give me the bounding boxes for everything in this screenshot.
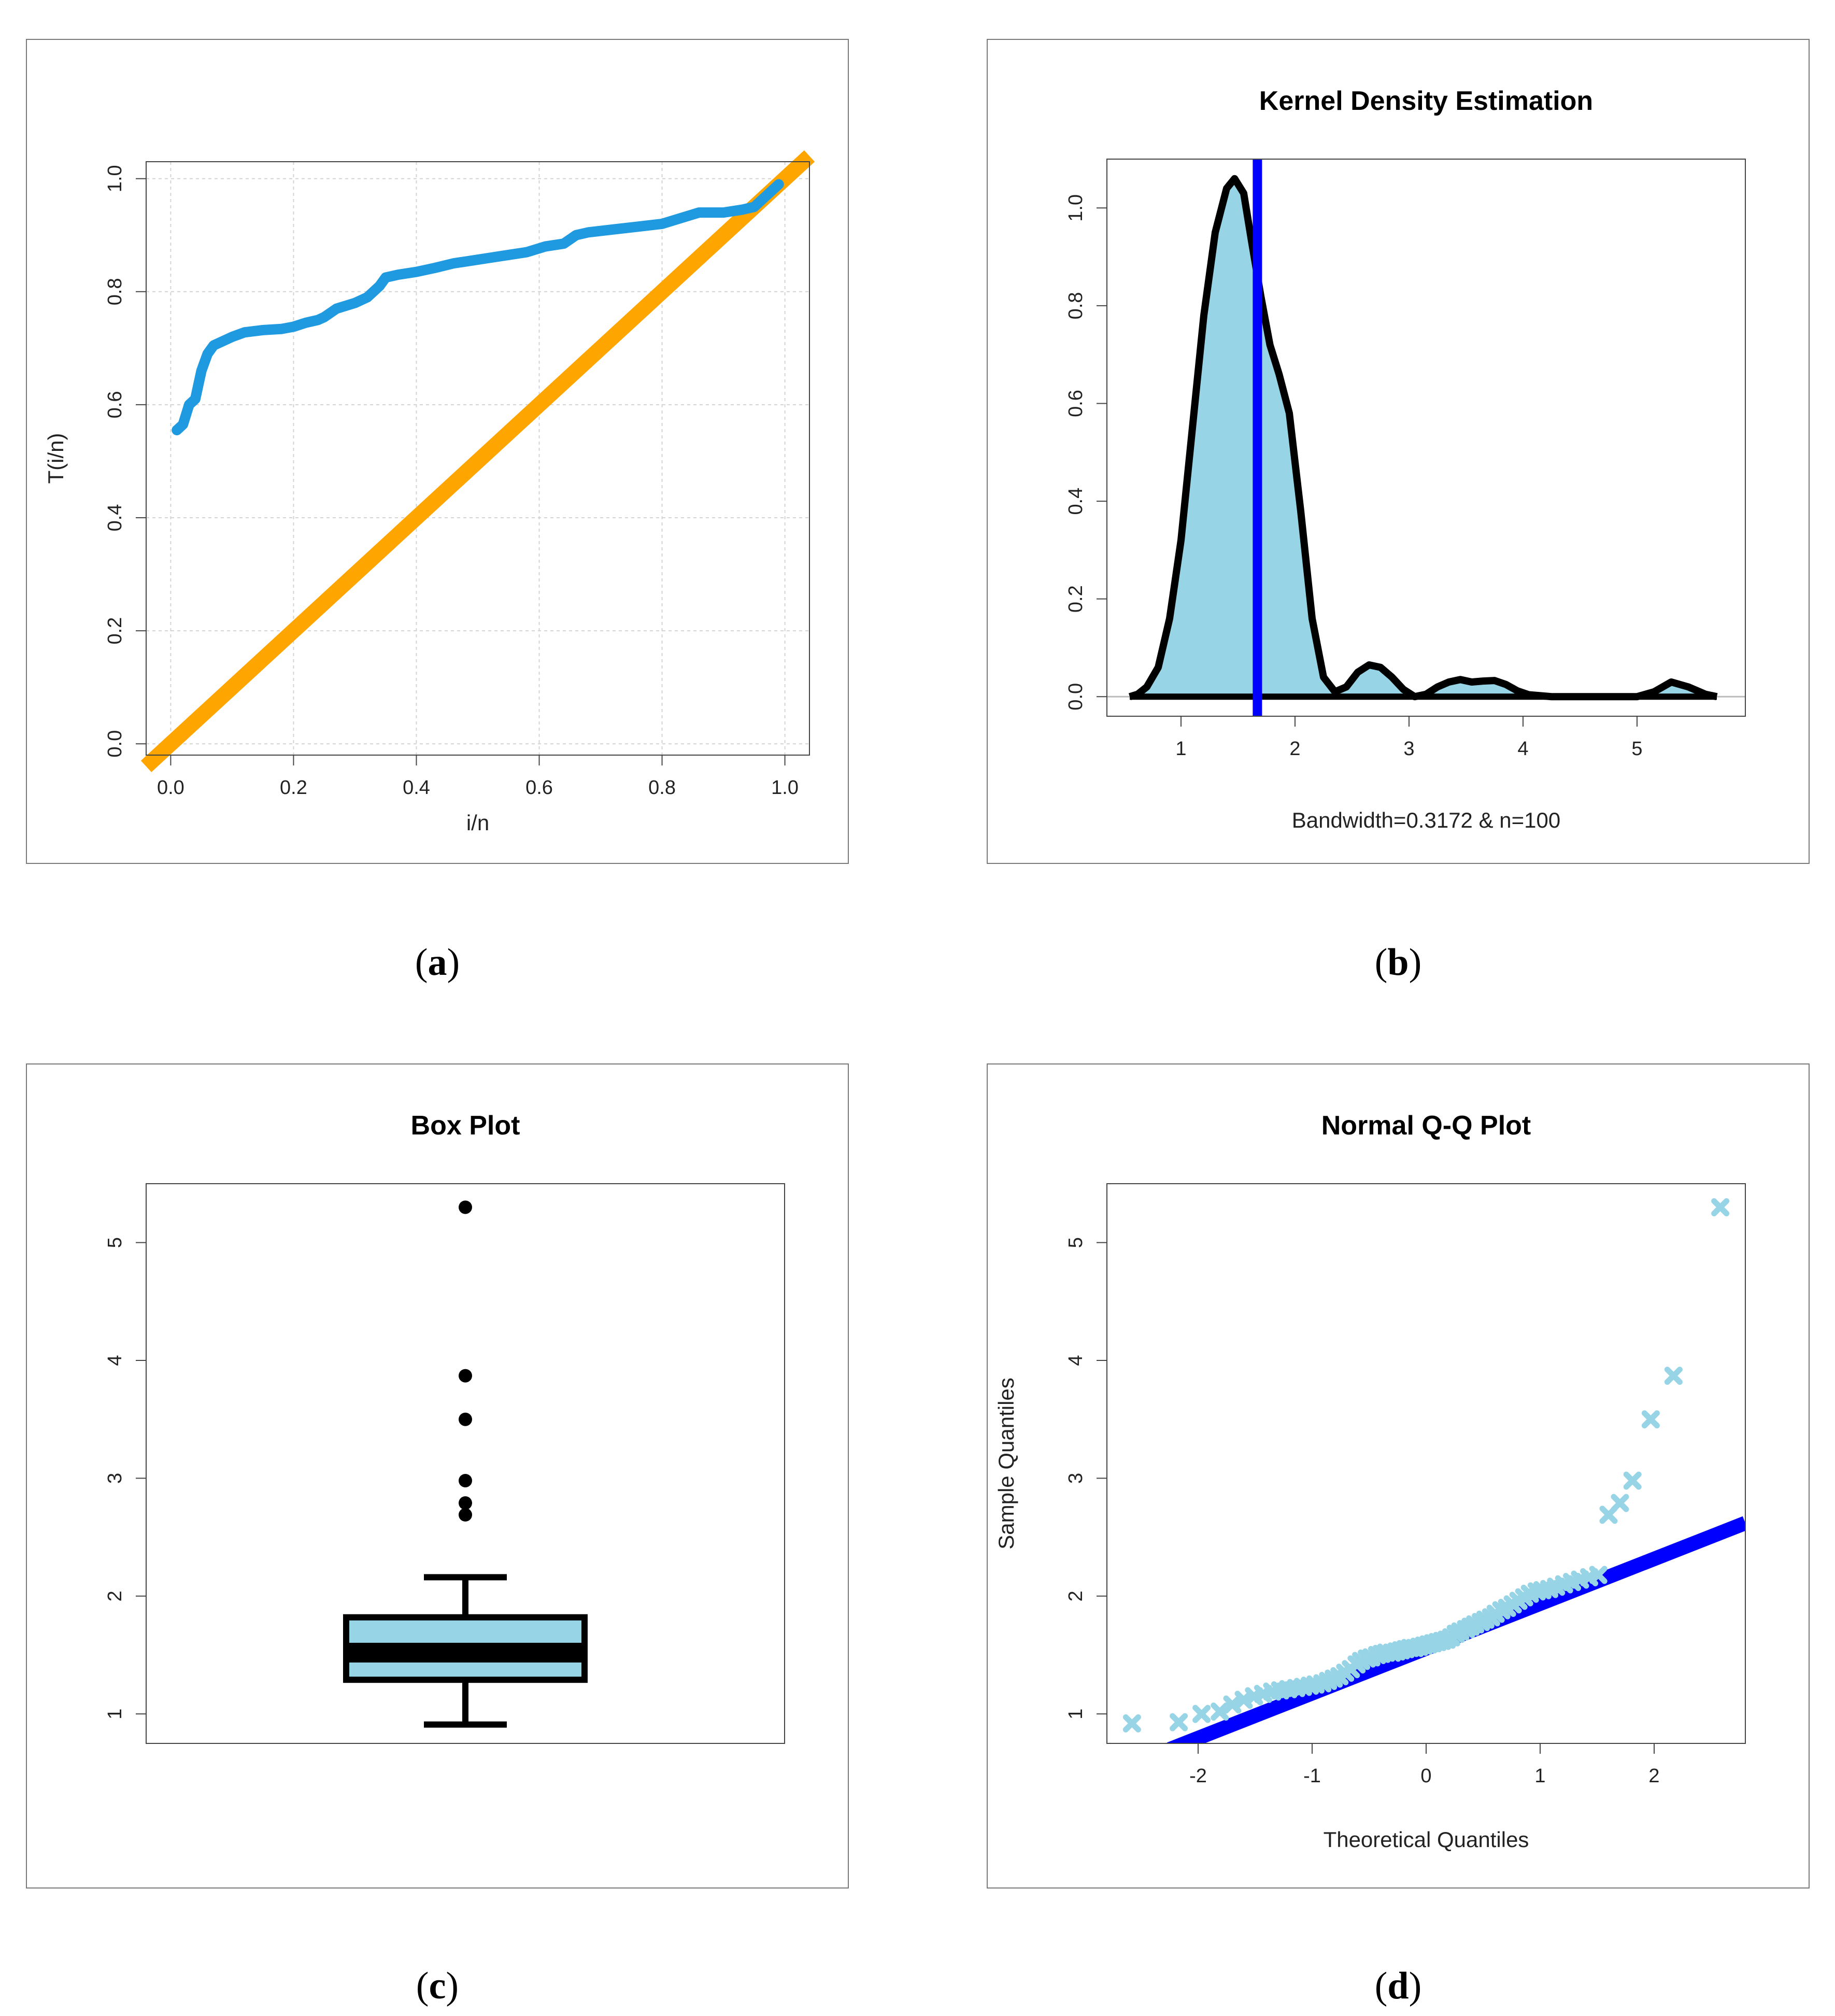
b-ytick-label: 0.6 bbox=[1065, 390, 1087, 417]
qq-point bbox=[1589, 1566, 1608, 1584]
d-ytick-label: 1 bbox=[1065, 1709, 1087, 1720]
panel-b: Kernel Density Estimation 0.0 0.2 0.4 0.6 0.8… bbox=[987, 39, 1810, 864]
a-xtick-label: 0.0 bbox=[157, 777, 184, 799]
c-ytick-label: 3 bbox=[104, 1473, 126, 1484]
d-xtick-label: -1 bbox=[1303, 1765, 1321, 1787]
b-ytick-label: 0.4 bbox=[1065, 488, 1087, 515]
x-axis-label: i/n bbox=[466, 811, 489, 835]
outlier-point bbox=[459, 1496, 472, 1510]
qq-point bbox=[1211, 1702, 1229, 1721]
d-xtick-label: 2 bbox=[1648, 1765, 1659, 1787]
chart-title: Normal Q-Q Plot bbox=[1321, 1111, 1531, 1141]
d-xtick-label: 1 bbox=[1534, 1765, 1545, 1787]
c-ytick-label: 2 bbox=[104, 1591, 126, 1601]
b-ytick-label: 0.0 bbox=[1065, 683, 1087, 711]
density-fill bbox=[1130, 178, 1717, 697]
panel-c: Box Plot 1 2 3 4 5 bbox=[26, 1063, 849, 1889]
c-ytick-label: 1 bbox=[104, 1709, 126, 1720]
x-axis-label: Bandwidth=0.3172 & n=100 bbox=[1292, 808, 1560, 832]
qq-point bbox=[1664, 1367, 1683, 1385]
d-xtick-label: -2 bbox=[1189, 1765, 1207, 1787]
d-ytick-label: 2 bbox=[1065, 1591, 1087, 1601]
b-ytick-label: 1.0 bbox=[1065, 194, 1087, 222]
outlier-point bbox=[459, 1508, 472, 1522]
outlier-point bbox=[459, 1200, 472, 1214]
a-ytick-label: 0.4 bbox=[104, 504, 126, 532]
c-ytick-label: 5 bbox=[104, 1237, 126, 1248]
d-xtick-label: 0 bbox=[1420, 1765, 1431, 1787]
d-ytick-label: 4 bbox=[1065, 1355, 1087, 1366]
outlier-point bbox=[459, 1412, 472, 1426]
chart-title: Box Plot bbox=[411, 1111, 520, 1141]
qq-plot: Normal Q-Q Plot 1 2 3 4 5 -2 -1 0 1 2 Theoretical Q… bbox=[994, 1111, 1746, 1852]
a-ytick-label: 1.0 bbox=[104, 165, 126, 192]
box-plot: Box Plot 1 2 3 4 5 bbox=[104, 1111, 785, 1744]
panel-d: Normal Q-Q Plot 1 2 3 4 5 -2 -1 0 1 2 Theoretical Q… bbox=[987, 1063, 1810, 1889]
plot-frame bbox=[146, 1183, 785, 1744]
a-xtick-label: 0.8 bbox=[648, 777, 676, 799]
qq-point bbox=[1611, 1494, 1629, 1512]
a-xtick-label: 0.2 bbox=[280, 777, 307, 799]
qq-point bbox=[1122, 1714, 1141, 1733]
caption-b: (b) bbox=[1374, 941, 1422, 984]
d-ytick-label: 3 bbox=[1065, 1473, 1087, 1484]
qq-point bbox=[1170, 1713, 1188, 1731]
ttt-plot: 0.0 0.2 0.4 0.6 0.8 1.0 0.0 0.2 0.4 0.6 0.8 1.0 i/n T… bbox=[44, 150, 815, 835]
y-axis-label: Sample Quantiles bbox=[994, 1378, 1018, 1550]
a-ytick-label: 0.0 bbox=[104, 730, 126, 758]
qq-point bbox=[1623, 1471, 1642, 1490]
b-xtick-label: 3 bbox=[1403, 738, 1414, 760]
qq-point bbox=[1711, 1198, 1730, 1216]
plot-frame bbox=[1106, 159, 1746, 717]
c-ytick-label: 4 bbox=[104, 1355, 126, 1366]
b-ytick-label: 0.8 bbox=[1065, 292, 1087, 319]
kde-plot: Kernel Density Estimation 0.0 0.2 0.4 0.6 0.8… bbox=[1065, 86, 1746, 832]
plot-frame bbox=[146, 161, 810, 756]
x-axis-label: Theoretical Quantiles bbox=[1324, 1827, 1529, 1852]
a-xtick-label: 0.4 bbox=[403, 777, 430, 799]
b-xtick-label: 1 bbox=[1175, 738, 1186, 760]
b-xtick-label: 4 bbox=[1517, 738, 1528, 760]
b-xtick-label: 5 bbox=[1631, 738, 1642, 760]
diagonal-line bbox=[140, 150, 815, 772]
chart-title: Kernel Density Estimation bbox=[1259, 86, 1593, 116]
caption-d: (d) bbox=[1374, 1965, 1422, 2007]
plot-frame bbox=[1106, 1183, 1746, 1744]
a-ytick-label: 0.6 bbox=[104, 391, 126, 418]
outlier-point bbox=[459, 1369, 472, 1383]
panel-a: 0.0 0.2 0.4 0.6 0.8 1.0 0.0 0.2 0.4 0.6 0.8 1.0 i/n T… bbox=[26, 39, 849, 864]
caption-a: (a) bbox=[415, 941, 460, 984]
d-ytick-label: 5 bbox=[1065, 1237, 1087, 1248]
ttt-curve bbox=[172, 179, 784, 435]
y-axis-label: T(i/n) bbox=[44, 433, 68, 484]
caption-c: (c) bbox=[416, 1965, 459, 2007]
outlier-point bbox=[459, 1473, 472, 1487]
qq-point bbox=[1192, 1705, 1211, 1723]
a-ytick-label: 0.2 bbox=[104, 617, 126, 645]
a-xtick-label: 1.0 bbox=[771, 777, 799, 799]
b-xtick-label: 2 bbox=[1289, 738, 1300, 760]
a-ytick-label: 0.8 bbox=[104, 278, 126, 305]
b-ytick-label: 0.2 bbox=[1065, 585, 1087, 613]
a-xtick-label: 0.6 bbox=[525, 777, 553, 799]
qq-point bbox=[1641, 1410, 1660, 1429]
